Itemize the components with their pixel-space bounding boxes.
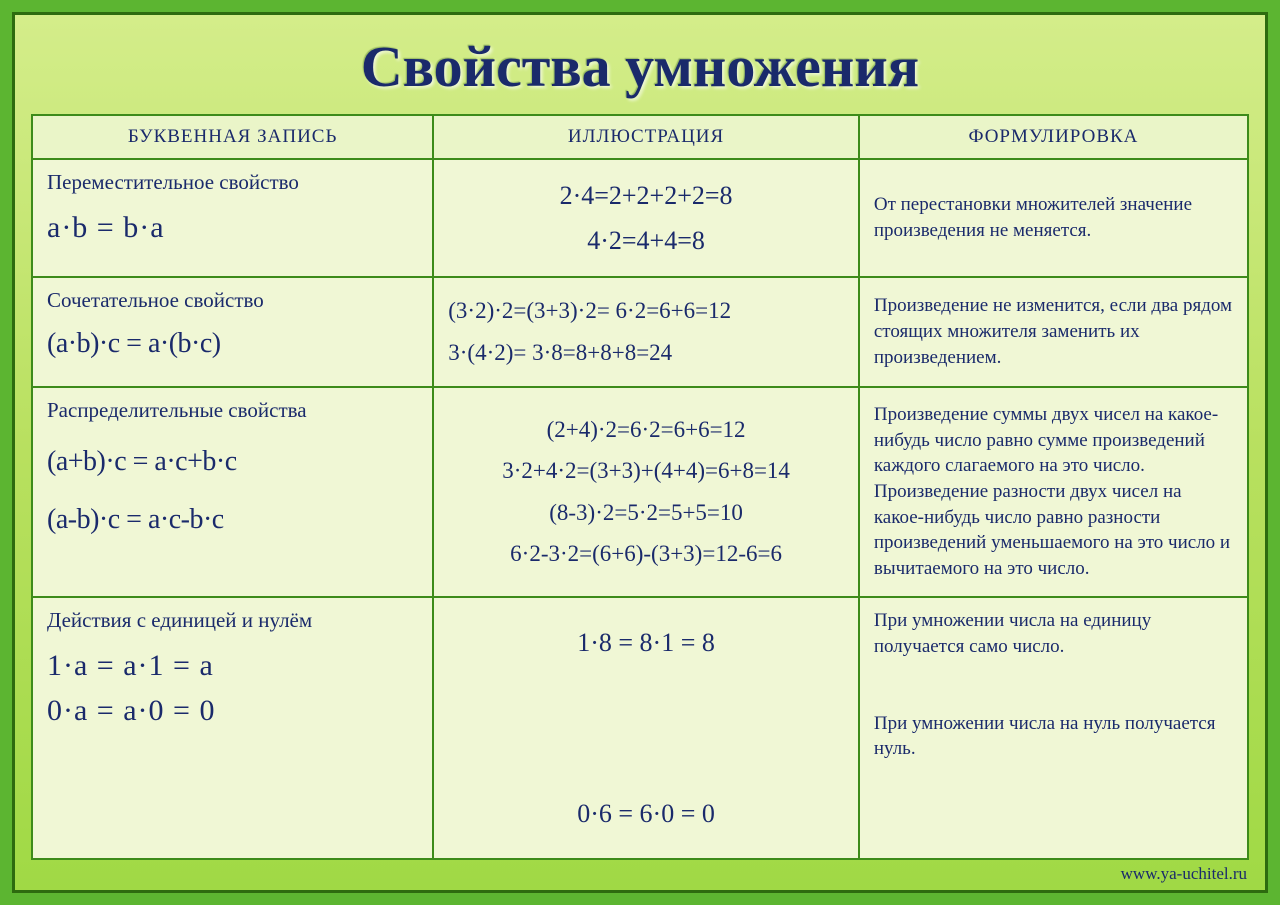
formula: (a+b)·c = a·c+b·c(a-b)·c = a·c-b·c <box>47 433 418 551</box>
poster-frame: Свойства умножения БУКВЕННАЯ ЗАПИСЬ ИЛЛЮ… <box>12 12 1268 893</box>
cell-description: Произведение суммы двух чисел на какое-н… <box>859 387 1248 598</box>
formula: a·b = b·a <box>47 205 418 250</box>
illustration-text: (2+4)·2=6·2=6+6=123·2+4·2=(3+3)+(4+4)=6+… <box>448 409 844 575</box>
table-row: Действия с единицей и нулём 1·a = a·1 = … <box>32 597 1248 859</box>
table-row: Переместительное свойство a·b = b·a 2·4=… <box>32 159 1248 277</box>
cell-notation: Действия с единицей и нулём 1·a = a·1 = … <box>32 597 433 859</box>
properties-table: БУКВЕННАЯ ЗАПИСЬ ИЛЛЮСТРАЦИЯ ФОРМУЛИРОВК… <box>31 114 1249 860</box>
table-header: БУКВЕННАЯ ЗАПИСЬ ИЛЛЮСТРАЦИЯ ФОРМУЛИРОВК… <box>32 115 1248 159</box>
cell-illustration: (3·2)·2=(3+3)·2= 6·2=6+6=123·(4·2)= 3·8=… <box>433 277 859 386</box>
footer-url: www.ya-uchitel.ru <box>1121 864 1247 884</box>
cell-notation: Переместительное свойство a·b = b·a <box>32 159 433 277</box>
description-text: От перестановки множителей значение прои… <box>874 192 1233 243</box>
description-text: Произведение не изменится, если два рядо… <box>874 293 1233 370</box>
property-name: Переместительное свойство <box>47 170 418 195</box>
cell-description: При умножении числа на единицу получаетс… <box>859 597 1248 859</box>
illustration-text: 1·8 = 8·1 = 80·6 = 6·0 = 0 <box>448 614 844 843</box>
property-name: Сочетательное свойство <box>47 288 418 313</box>
property-name: Действия с единицей и нулём <box>47 608 418 633</box>
table-body: Переместительное свойство a·b = b·a 2·4=… <box>32 159 1248 859</box>
main-title: Свойства умножения <box>15 15 1265 114</box>
cell-illustration: (2+4)·2=6·2=6+6=123·2+4·2=(3+3)+(4+4)=6+… <box>433 387 859 598</box>
property-name: Распределительные свойства <box>47 398 418 423</box>
table-row: Сочетательное свойство (a·b)·c = a·(b·c)… <box>32 277 1248 386</box>
cell-notation: Распределительные свойства (a+b)·c = a·c… <box>32 387 433 598</box>
illustration-text: 2·4=2+2+2+2=84·2=4+4=8 <box>448 173 844 264</box>
cell-illustration: 2·4=2+2+2+2=84·2=4+4=8 <box>433 159 859 277</box>
table-row: Распределительные свойства (a+b)·c = a·c… <box>32 387 1248 598</box>
formula: (a·b)·c = a·(b·c) <box>47 323 418 365</box>
cell-notation: Сочетательное свойство (a·b)·c = a·(b·c) <box>32 277 433 386</box>
illustration-text: (3·2)·2=(3+3)·2= 6·2=6+6=123·(4·2)= 3·8=… <box>448 290 844 373</box>
description-text: Произведение суммы двух чисел на какое-н… <box>874 402 1233 581</box>
description-text: При умножении числа на единицу получаетс… <box>874 608 1233 762</box>
cell-description: Произведение не изменится, если два рядо… <box>859 277 1248 386</box>
header-col3: ФОРМУЛИРОВКА <box>859 115 1248 159</box>
cell-description: От перестановки множителей значение прои… <box>859 159 1248 277</box>
formula: 1·a = a·1 = a0·a = a·0 = 0 <box>47 643 418 733</box>
cell-illustration: 1·8 = 8·1 = 80·6 = 6·0 = 0 <box>433 597 859 859</box>
header-col1: БУКВЕННАЯ ЗАПИСЬ <box>32 115 433 159</box>
header-col2: ИЛЛЮСТРАЦИЯ <box>433 115 859 159</box>
